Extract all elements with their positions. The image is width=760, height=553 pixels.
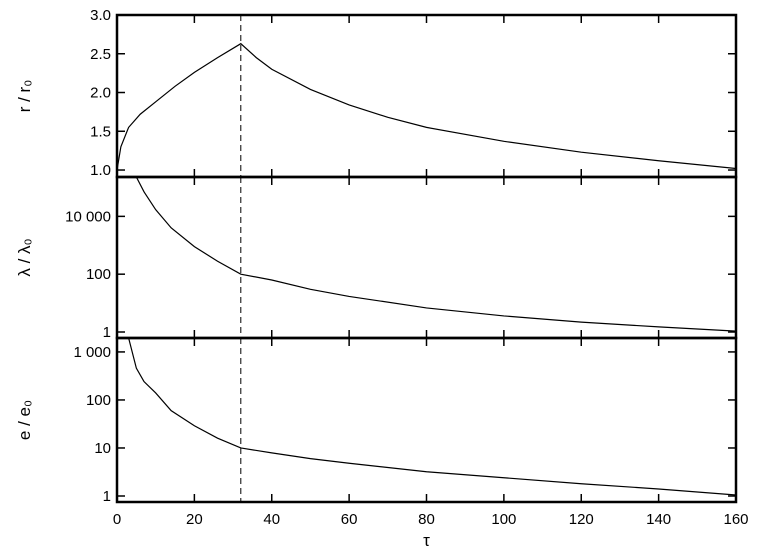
axes-frame: [115, 175, 738, 340]
y-axis-label: r / r₀: [15, 80, 34, 113]
x-tick-label: 80: [418, 511, 435, 528]
y-tick-label: 1: [103, 324, 111, 341]
y-tick-label: 2.5: [90, 46, 111, 63]
x-tick-label: 0: [113, 511, 121, 528]
y-tick-label: 2.0: [90, 85, 111, 102]
y-tick-label: 10 000: [65, 208, 111, 225]
x-tick-label: 120: [569, 511, 594, 528]
line: [135, 177, 736, 332]
y-tick-label: 1.5: [90, 123, 111, 140]
y-tick-label: 1 000: [73, 344, 111, 361]
x-tick-label: 160: [723, 511, 748, 528]
y-axis-label: e / e₀: [15, 400, 34, 440]
x-tick-label: 60: [341, 511, 358, 528]
y-tick-label: 3.0: [90, 7, 111, 24]
y-axis-label: λ / λ₀: [15, 238, 34, 276]
y-tick-label: 1.0: [90, 162, 111, 179]
x-tick-label: 100: [491, 511, 516, 528]
line: [128, 338, 736, 496]
y-tick-label: 1: [103, 488, 111, 505]
y-tick-label: 10: [94, 440, 111, 457]
axes-frame: [115, 13, 738, 179]
x-axis-label: τ: [423, 531, 430, 550]
x-tick-label: 140: [646, 511, 671, 528]
y-tick-label: 100: [86, 266, 111, 283]
x-tick-label: 40: [263, 511, 280, 528]
y-tick-label: 100: [86, 392, 111, 409]
x-tick-label: 20: [186, 511, 203, 528]
axes-frame: [115, 336, 738, 504]
line: [117, 42, 736, 171]
